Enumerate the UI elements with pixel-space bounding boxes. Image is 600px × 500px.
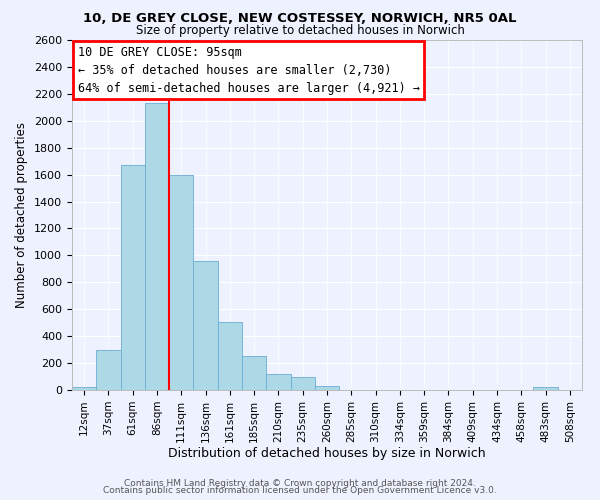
Bar — [72, 388, 96, 390]
X-axis label: Distribution of detached houses by size in Norwich: Distribution of detached houses by size … — [168, 448, 486, 460]
Y-axis label: Number of detached properties: Number of detached properties — [16, 122, 28, 308]
Text: Contains public sector information licensed under the Open Government Licence v3: Contains public sector information licen… — [103, 486, 497, 495]
Bar — [121, 165, 145, 390]
Bar — [266, 374, 290, 390]
Bar — [315, 386, 339, 390]
Text: Contains HM Land Registry data © Crown copyright and database right 2024.: Contains HM Land Registry data © Crown c… — [124, 478, 476, 488]
Text: 10 DE GREY CLOSE: 95sqm
← 35% of detached houses are smaller (2,730)
64% of semi: 10 DE GREY CLOSE: 95sqm ← 35% of detache… — [77, 46, 419, 94]
Bar — [242, 356, 266, 390]
Text: Size of property relative to detached houses in Norwich: Size of property relative to detached ho… — [136, 24, 464, 37]
Bar — [193, 261, 218, 390]
Bar — [169, 174, 193, 390]
Bar — [218, 322, 242, 390]
Bar — [145, 104, 169, 390]
Bar — [96, 350, 121, 390]
Bar — [290, 377, 315, 390]
Bar — [533, 388, 558, 390]
Text: 10, DE GREY CLOSE, NEW COSTESSEY, NORWICH, NR5 0AL: 10, DE GREY CLOSE, NEW COSTESSEY, NORWIC… — [83, 12, 517, 26]
